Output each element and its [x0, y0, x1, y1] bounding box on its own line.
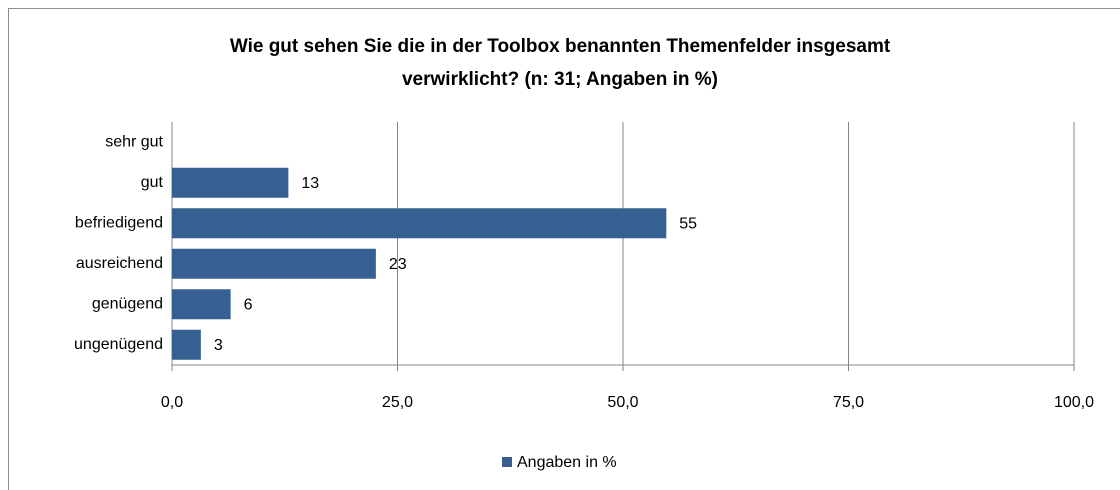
x-tick-label: 50,0: [607, 394, 638, 411]
data-label: 23: [389, 256, 407, 273]
bar: [172, 248, 376, 279]
y-tick-label: ungenügend: [74, 336, 163, 353]
legend-label: Angaben in %: [517, 454, 617, 471]
y-tick-label: ausreichend: [76, 255, 163, 272]
chart-title: Wie gut sehen Sie die in der Toolbox ben…: [230, 36, 891, 57]
x-tick-label: 75,0: [833, 394, 864, 411]
y-tick-label: genügend: [92, 295, 163, 312]
bar: [172, 329, 201, 360]
bar: [172, 208, 667, 239]
data-label: 6: [244, 296, 253, 313]
y-tick-label: gut: [141, 174, 164, 191]
data-label: 13: [301, 175, 319, 192]
y-tick-label: befriedigend: [75, 214, 163, 231]
bar: [172, 289, 231, 320]
bar: [172, 167, 289, 198]
y-tick-label: sehr gut: [105, 133, 163, 150]
x-tick-label: 100,0: [1054, 394, 1094, 411]
x-tick-label: 0,0: [161, 394, 183, 411]
chart-title: verwirklicht? (n: 31; Angaben in %): [402, 69, 718, 90]
x-tick-label: 25,0: [382, 394, 413, 411]
legend-swatch: [502, 457, 512, 467]
data-label: 55: [679, 215, 697, 232]
data-label: 3: [214, 337, 223, 354]
